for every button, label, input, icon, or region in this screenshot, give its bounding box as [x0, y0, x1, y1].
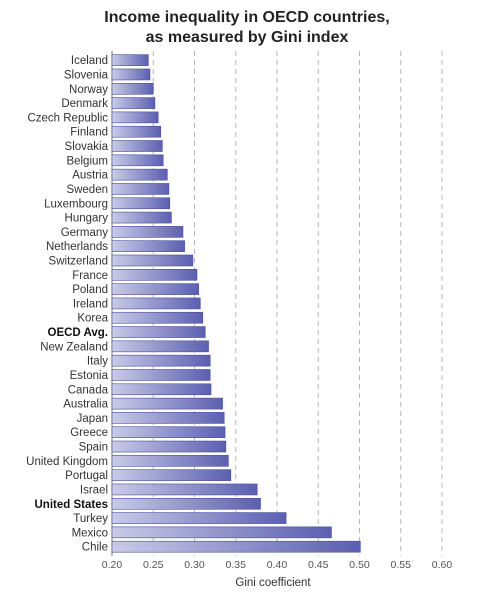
x-tick-label: 0.45 — [308, 559, 329, 571]
bar — [111, 140, 163, 152]
bar — [111, 211, 172, 224]
category-labels: Iceland Slovenia Norway Denmark Czech Republ… — [26, 55, 108, 554]
chart-title: Income inequality in OECD countries, as … — [0, 8, 494, 48]
category-label: Ireland — [73, 298, 108, 310]
bar — [111, 297, 201, 310]
x-tick-label: 0.20 — [102, 559, 123, 571]
x-tick-label: 0.35 — [226, 559, 247, 571]
bar — [111, 111, 159, 124]
x-tick-label: 0.55 — [391, 559, 412, 571]
category-label: Germany — [61, 227, 109, 239]
category-label: Netherlands — [46, 241, 108, 253]
category-label: Sweden — [66, 184, 108, 196]
category-label: Slovakia — [65, 141, 109, 153]
bar — [111, 412, 225, 424]
category-label: Japan — [77, 413, 108, 425]
category-label: Slovenia — [64, 69, 109, 81]
bar — [111, 512, 287, 524]
x-tick-label: 0.50 — [349, 559, 370, 571]
bar — [111, 455, 229, 467]
bar — [111, 168, 168, 181]
category-label: United Kingdom — [26, 456, 108, 468]
bar — [111, 183, 170, 195]
category-label: Poland — [72, 284, 108, 296]
bars — [111, 54, 361, 553]
category-label: Luxembourg — [44, 198, 108, 210]
category-label: Switzerland — [49, 255, 108, 267]
category-label: France — [72, 270, 108, 282]
category-label: Mexico — [72, 527, 108, 539]
category-label: New Zealand — [40, 341, 108, 353]
bar — [111, 469, 232, 481]
bar — [111, 383, 212, 396]
category-label: Spain — [79, 442, 108, 454]
x-tick-labels: 0.20 0.25 0.30 0.35 0.40 0.45 0.50 0.55 0.60 — [102, 559, 453, 571]
x-tick-label: 0.60 — [432, 559, 453, 571]
category-label: Denmark — [61, 98, 108, 110]
bar — [111, 340, 209, 353]
category-label: Canada — [68, 384, 109, 396]
category-label: Greece — [70, 427, 108, 439]
category-label: Australia — [63, 399, 108, 411]
category-label: Italy — [87, 356, 108, 368]
bar — [111, 54, 149, 66]
category-label: Hungary — [65, 213, 109, 225]
category-label: Finland — [70, 127, 108, 139]
category-label: Israel — [80, 484, 108, 496]
bar — [111, 97, 156, 109]
category-label: Portugal — [65, 470, 108, 482]
bar — [111, 283, 199, 295]
category-label: Turkey — [73, 513, 108, 525]
bar — [111, 397, 223, 410]
bar — [111, 326, 206, 338]
bar — [111, 254, 194, 267]
x-tick-label: 0.25 — [143, 559, 164, 571]
bar — [111, 226, 184, 238]
bar — [111, 197, 171, 210]
chart-title-line-1: Income inequality in OECD countries, — [104, 9, 390, 26]
x-tick-label: 0.40 — [267, 559, 288, 571]
x-tick-label: 0.30 — [184, 559, 205, 571]
category-label: Austria — [72, 170, 108, 182]
bar — [111, 125, 161, 138]
category-label: Norway — [69, 84, 108, 96]
bar — [111, 483, 258, 496]
bar — [111, 68, 151, 81]
bar — [111, 154, 164, 167]
category-label: Belgium — [66, 155, 108, 167]
x-axis-title: Gini coefficient — [235, 577, 311, 589]
category-label: OECD Avg. — [48, 327, 109, 339]
bar — [111, 526, 332, 539]
bar — [111, 497, 261, 510]
bar — [111, 311, 204, 324]
bar — [111, 440, 227, 453]
category-label: Korea — [77, 313, 108, 325]
category-label: Iceland — [71, 55, 108, 67]
bar — [111, 369, 211, 381]
bar — [111, 240, 185, 252]
chart-title-line-2: as measured by Gini index — [145, 29, 349, 46]
category-label: Chile — [82, 542, 108, 554]
bar — [111, 540, 361, 553]
bar — [111, 426, 226, 439]
bar — [111, 269, 198, 281]
bar — [111, 82, 154, 95]
bar — [111, 354, 211, 367]
category-label: Estonia — [70, 370, 109, 382]
category-label: Czech Republic — [27, 112, 108, 124]
category-label: United States — [35, 499, 109, 511]
